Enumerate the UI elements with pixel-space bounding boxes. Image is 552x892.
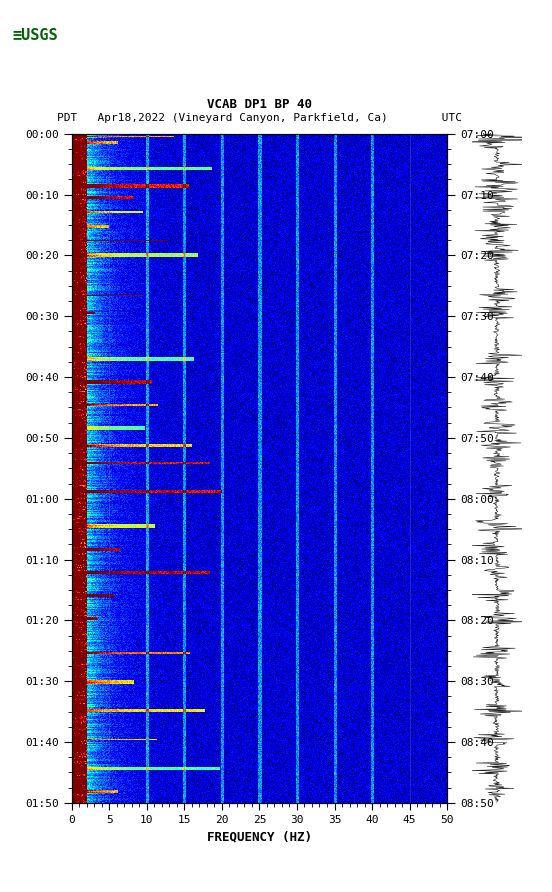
Text: PDT   Apr18,2022 (Vineyard Canyon, Parkfield, Ca)        UTC: PDT Apr18,2022 (Vineyard Canyon, Parkfie… (57, 113, 462, 123)
Text: ≡USGS: ≡USGS (12, 29, 58, 43)
X-axis label: FREQUENCY (HZ): FREQUENCY (HZ) (207, 830, 312, 843)
Text: VCAB DP1 BP 40: VCAB DP1 BP 40 (207, 98, 312, 112)
